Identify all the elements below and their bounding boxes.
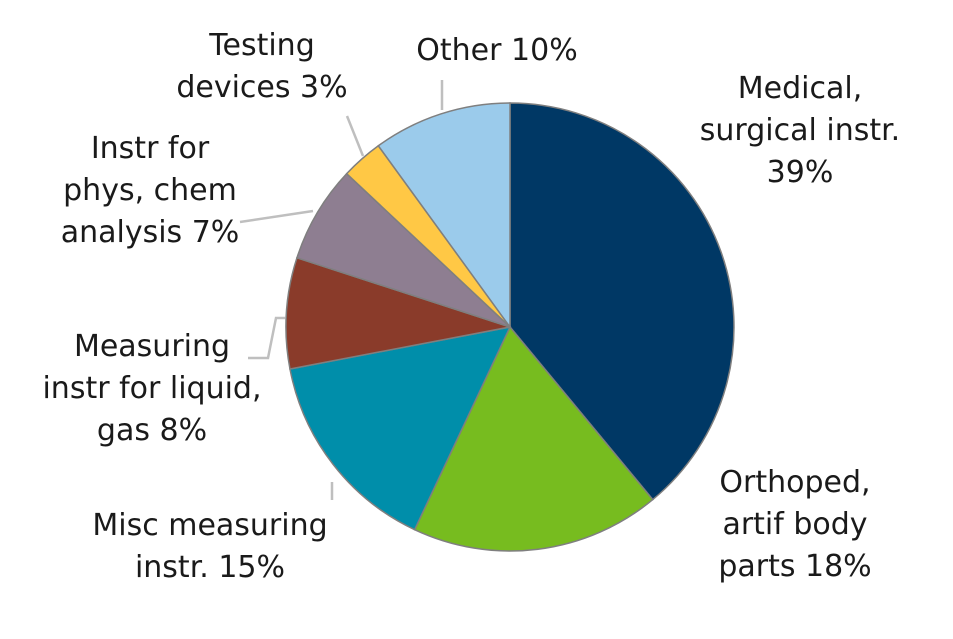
slice-label-line: Testing	[208, 28, 314, 63]
pie-slices	[285, 102, 735, 552]
slice-label: Medical, surgical instr. 39%	[700, 71, 900, 190]
pie-slice	[413, 325, 654, 552]
slice-label-line: Measuring	[74, 329, 230, 364]
leader-line	[239, 209, 314, 224]
slice-label-line: instr. 15%	[135, 550, 285, 585]
slice-label-line: surgical instr.	[700, 113, 900, 148]
slice-label-line: devices 3%	[176, 70, 347, 105]
slice-label-line: analysis 7%	[61, 215, 240, 250]
slice-label-line: Medical,	[738, 71, 862, 106]
pie-slice	[285, 256, 511, 370]
slice-label-line: phys, chem	[63, 173, 237, 208]
slice-label: Instr for phys, chem analysis 7%	[61, 131, 240, 250]
slice-label: Measuring instr for liquid, gas 8%	[42, 329, 261, 448]
slice-label-line: gas 8%	[97, 413, 207, 448]
slice-labels: Medical, surgical instr. 39% Orthoped, artif…	[42, 28, 900, 585]
slice-label-line: artif body	[722, 507, 867, 542]
slice-label-line: instr for liquid,	[42, 371, 261, 406]
slice-label-line: Other 10%	[416, 33, 577, 68]
leader-line	[345, 115, 365, 157]
slice-label: Testing devices 3%	[176, 28, 347, 105]
slice-label: Misc measuring instr. 15%	[92, 508, 327, 585]
slice-label-line: parts 18%	[718, 549, 871, 584]
pie-slice	[377, 102, 511, 330]
slice-label: Orthoped, artif body parts 18%	[718, 465, 871, 584]
leader-line	[248, 316, 285, 360]
pie-slice	[289, 325, 512, 531]
pie-slice	[509, 102, 735, 501]
slice-label-line: Orthoped,	[719, 465, 870, 500]
slice-label-line: Misc measuring	[92, 508, 327, 543]
slice-label-line: Instr for	[91, 131, 210, 166]
slice-label-line: 39%	[767, 155, 834, 190]
leader-lines	[239, 80, 444, 500]
slice-label: Other 10%	[416, 33, 577, 68]
